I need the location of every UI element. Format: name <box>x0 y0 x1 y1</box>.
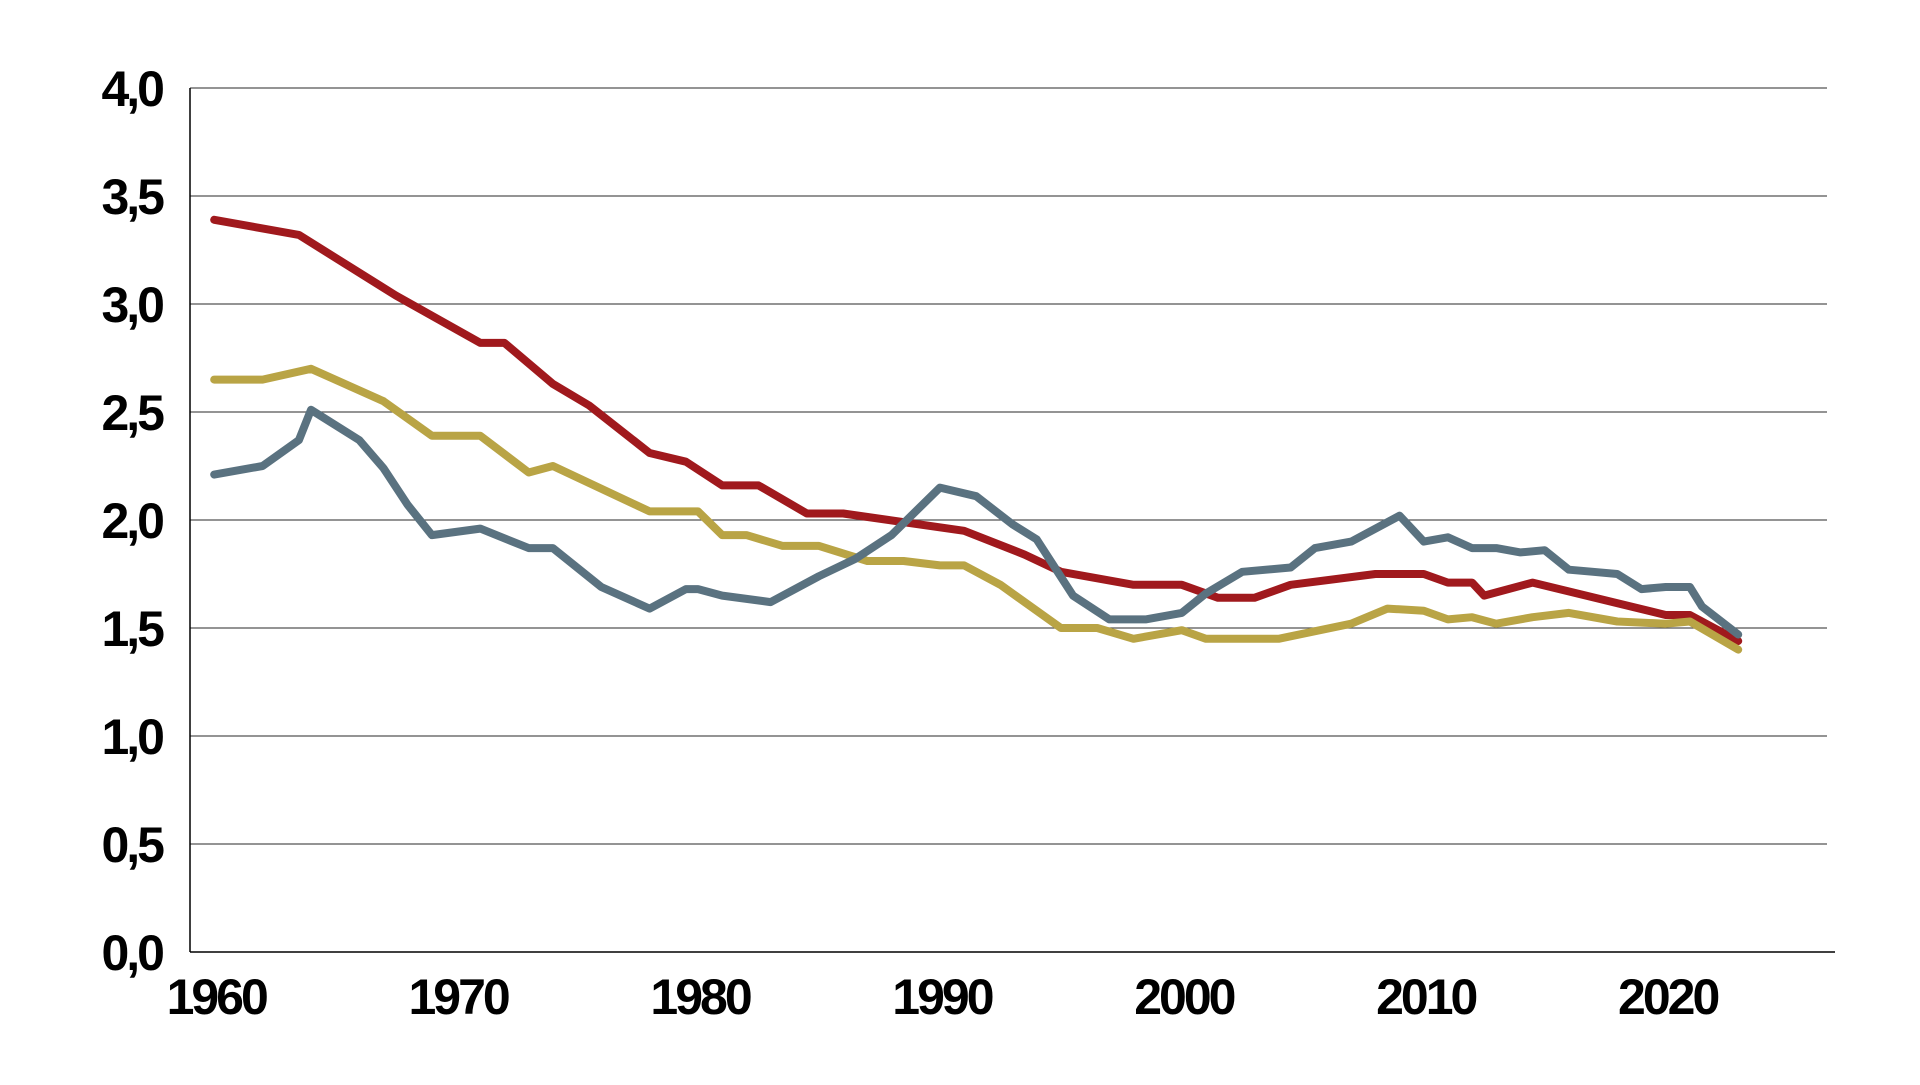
y-tick-label: 1,5 <box>101 601 164 657</box>
y-tick-label: 3,5 <box>101 169 164 225</box>
axes <box>189 88 1835 953</box>
y-tick-label: 2,0 <box>101 493 163 549</box>
x-tick-label: 2000 <box>1134 969 1234 1025</box>
y-tick-label: 4,0 <box>101 61 163 117</box>
x-tick-labels: 1960 1970 1980 1990 2000 2010 2020 <box>167 969 1722 1025</box>
y-tick-label: 2,5 <box>101 385 164 441</box>
x-tick-label: 2010 <box>1376 969 1476 1025</box>
series-line-1 <box>210 215 1743 645</box>
y-tick-label: 0,5 <box>101 817 164 873</box>
y-tick-label: 1,0 <box>101 709 163 765</box>
x-tick-label: 1990 <box>892 969 992 1025</box>
gridlines <box>190 87 1827 845</box>
x-tick-label: 1980 <box>650 969 750 1025</box>
series-lines <box>210 215 1743 654</box>
series-line-3 <box>210 405 1743 639</box>
x-tick-label: 2020 <box>1618 969 1718 1025</box>
x-tick-label: 1960 <box>167 969 267 1025</box>
series-line-2 <box>210 364 1743 654</box>
y-tick-label: 0,0 <box>101 925 163 981</box>
y-tick-labels: 0,0 0,5 1,0 1,5 2,0 2,5 3,0 3,5 4,0 <box>101 61 167 981</box>
y-tick-label: 3,0 <box>101 277 163 333</box>
x-tick-label: 1970 <box>408 969 508 1025</box>
